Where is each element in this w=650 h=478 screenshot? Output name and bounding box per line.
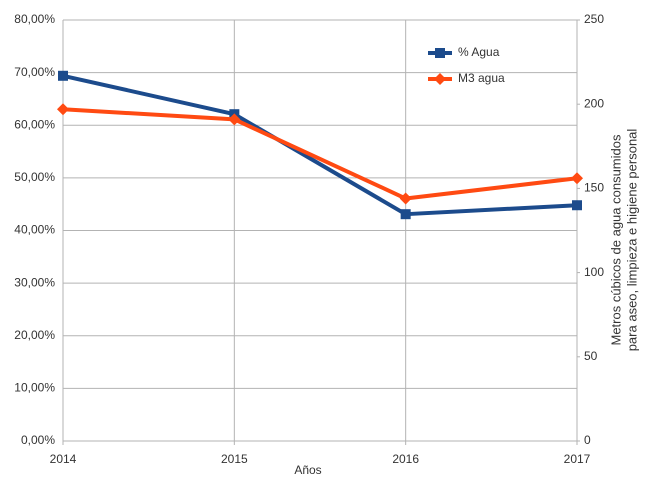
point xyxy=(400,209,411,220)
point xyxy=(228,113,241,126)
y-tick-label: 10,00% xyxy=(14,381,55,395)
y2-axis-label: Metros cúbicos de agua consumidos xyxy=(608,134,623,346)
x-tick-label: 2016 xyxy=(392,452,419,466)
y2-tick-label: 150 xyxy=(584,181,604,195)
x-tick-label: 2014 xyxy=(50,452,77,466)
y2-tick-label: 50 xyxy=(584,349,598,363)
point xyxy=(571,172,583,185)
legend-marker xyxy=(434,73,446,85)
y-tick-label: 30,00% xyxy=(14,275,55,289)
legend-label: M3 agua xyxy=(458,71,505,85)
series-line xyxy=(62,73,578,217)
y-tick-label: 50,00% xyxy=(14,170,55,184)
legend-marker xyxy=(435,48,445,58)
y-tick-label: 60,00% xyxy=(14,117,55,131)
y-tick-label: 40,00% xyxy=(14,223,55,237)
point xyxy=(399,192,412,205)
x-tick-label: 2017 xyxy=(564,452,591,466)
y-tick-label: 0,00% xyxy=(21,433,55,447)
legend-label: % Agua xyxy=(458,45,500,59)
x-axis-label: Años xyxy=(294,463,321,477)
y-tick-label: 70,00% xyxy=(14,65,55,79)
y2-axis-label: para aseo, limpieza e higiene personal xyxy=(624,129,639,352)
y-tick-label: 80,00% xyxy=(14,12,55,26)
x-tick-label: 2015 xyxy=(221,452,248,466)
y2-tick-label: 250 xyxy=(584,12,604,26)
point xyxy=(58,70,68,81)
point xyxy=(57,103,69,116)
series-line xyxy=(62,107,578,201)
point xyxy=(572,200,582,211)
y2-tick-label: 200 xyxy=(584,96,604,110)
y2-tick-label: 100 xyxy=(584,265,604,279)
y2-tick-label: 0 xyxy=(584,433,591,447)
y-tick-label: 20,00% xyxy=(14,328,55,342)
